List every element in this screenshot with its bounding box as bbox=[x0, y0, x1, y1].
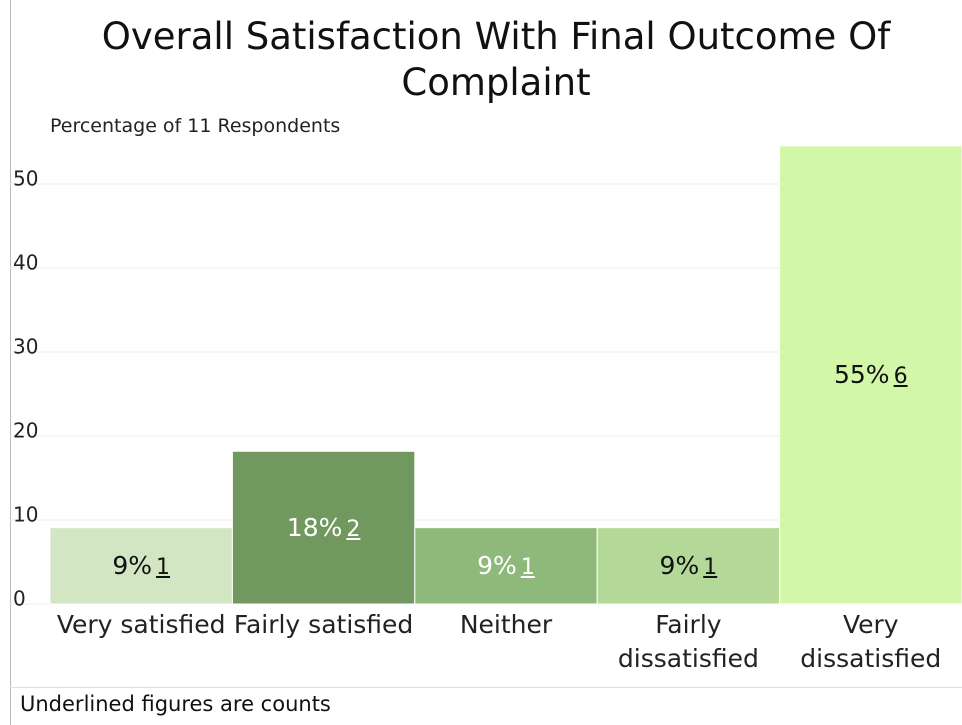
value-label-group: 18% 2 bbox=[232, 513, 414, 545]
count-label: 6 bbox=[893, 363, 908, 389]
value-label-group: 9% 1 bbox=[415, 551, 597, 583]
bar bbox=[779, 145, 962, 605]
y-tick-label: 10 bbox=[13, 503, 38, 527]
bar bbox=[231, 450, 416, 605]
y-tick-label: 30 bbox=[13, 335, 38, 359]
y-tick-label: 50 bbox=[13, 167, 38, 191]
value-label: 9% bbox=[659, 550, 700, 580]
chart-subtitle: Percentage of 11 Respondents bbox=[50, 115, 341, 137]
x-tick-label: Fairly dissatisfied bbox=[617, 610, 759, 673]
count-label: 1 bbox=[156, 554, 171, 580]
value-label-group: 55% 6 bbox=[780, 360, 962, 392]
count-label: 1 bbox=[520, 554, 535, 580]
bar bbox=[49, 527, 233, 605]
chart-title: Overall Satisfaction With Final Outcome … bbox=[101, 15, 891, 104]
footnote: Underlined figures are counts bbox=[20, 692, 331, 716]
x-tick-label: Fairly satisfied bbox=[233, 610, 414, 639]
y-tick-label: 0 bbox=[13, 587, 26, 611]
value-label-group: 9% 1 bbox=[597, 551, 779, 583]
value-label: 55% bbox=[834, 359, 890, 389]
value-label: 9% bbox=[112, 550, 153, 580]
value-label: 18% bbox=[286, 512, 343, 542]
x-tick-label: Very dissatisfied bbox=[800, 610, 942, 673]
y-tick-label: 20 bbox=[13, 419, 38, 443]
count-label: 1 bbox=[703, 554, 718, 580]
value-label: 9% bbox=[477, 550, 517, 580]
bar bbox=[414, 527, 598, 605]
x-tick-label: Neither bbox=[459, 610, 553, 639]
bar bbox=[596, 527, 781, 605]
count-label: 2 bbox=[346, 516, 361, 542]
y-tick-label: 40 bbox=[13, 251, 38, 275]
x-tick-label: Very satisfied bbox=[56, 610, 226, 639]
value-label-group: 9% 1 bbox=[50, 551, 232, 583]
